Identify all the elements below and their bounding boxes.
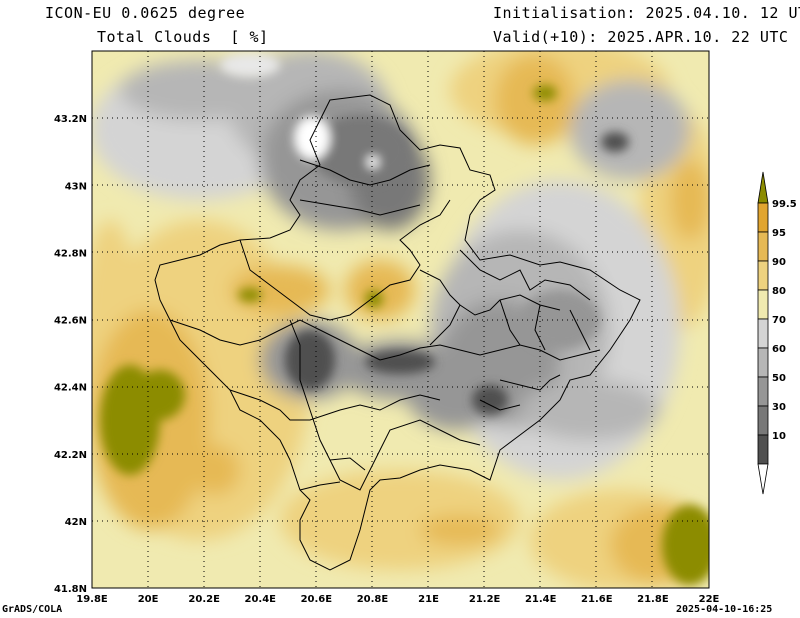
lat-tick-labels: 41.8N 42N 42.2N 42.4N 42.6N 42.8N 43N 43.2N <box>54 114 87 595</box>
lat-tick-label: 43N <box>65 181 87 192</box>
lat-tick-label: 42N <box>65 517 87 528</box>
cloud-field <box>92 51 709 588</box>
variable-title: Total Clouds [ %] <box>97 28 269 46</box>
colorbar-swatch <box>757 434 769 465</box>
valid-time-label: Valid(+10): 2025.APR.10. 22 UTC <box>493 28 789 46</box>
colorbar-swatch <box>757 231 769 262</box>
lat-tick-label: 42.8N <box>54 248 87 259</box>
lat-tick-label: 43.2N <box>54 114 87 125</box>
colorbar-label: 30 <box>772 402 786 413</box>
lat-tick-label: 42.4N <box>54 383 87 394</box>
lat-tick-label: 42.2N <box>54 450 87 461</box>
colorbar-swatch <box>757 405 769 436</box>
colorbar-label: 10 <box>772 431 786 442</box>
colorbar-swatch <box>757 202 769 233</box>
lon-tick-label: 21.8E <box>637 594 669 605</box>
lon-tick-labels: 19.8E 20E 20.2E 20.4E 20.6E 20.8E 21E 21.2E 21.4… <box>76 594 719 605</box>
colorbar-label: 99.5 <box>772 199 797 210</box>
colorbar-swatch <box>757 318 769 349</box>
initialisation-label: Initialisation: 2025.04.10. 12 UTC <box>493 4 800 22</box>
colorbar: 99.5 95 90 80 70 60 50 30 10 <box>757 171 797 495</box>
lon-tick-label: 19.8E <box>76 594 108 605</box>
lon-tick-label: 20E <box>138 594 159 605</box>
lon-tick-label: 21.4E <box>525 594 557 605</box>
lon-tick-label: 20.8E <box>357 594 389 605</box>
lon-tick-label: 20.2E <box>188 594 220 605</box>
software-credit: GrADS/COLA <box>2 604 63 615</box>
colorbar-swatch <box>757 289 769 320</box>
render-timestamp: 2025-04-10-16:25 <box>676 604 773 615</box>
lon-tick-label: 22E <box>699 594 720 605</box>
lon-tick-label: 21.2E <box>469 594 501 605</box>
colorbar-cap-top <box>757 171 769 204</box>
lat-tick-label: 41.8N <box>54 584 87 595</box>
colorbar-label: 95 <box>772 228 786 239</box>
lon-tick-label: 20.6E <box>301 594 333 605</box>
colorbar-label: 70 <box>772 315 786 326</box>
colorbar-swatch <box>757 260 769 291</box>
lon-tick-label: 20.4E <box>245 594 277 605</box>
colorbar-cap-bottom <box>757 463 769 495</box>
colorbar-label: 80 <box>772 286 786 297</box>
colorbar-label: 50 <box>772 373 786 384</box>
lon-tick-label: 21E <box>418 594 439 605</box>
lat-tick-label: 42.6N <box>54 316 87 327</box>
colorbar-label: 60 <box>772 344 786 355</box>
administrative-borders <box>154 94 641 571</box>
model-title: ICON-EU 0.0625 degree <box>45 4 246 22</box>
colorbar-swatch <box>757 347 769 378</box>
plot-frame <box>91 50 710 589</box>
lon-tick-label: 21.6E <box>581 594 613 605</box>
colorbar-swatch <box>757 376 769 407</box>
colorbar-label: 90 <box>772 257 786 268</box>
